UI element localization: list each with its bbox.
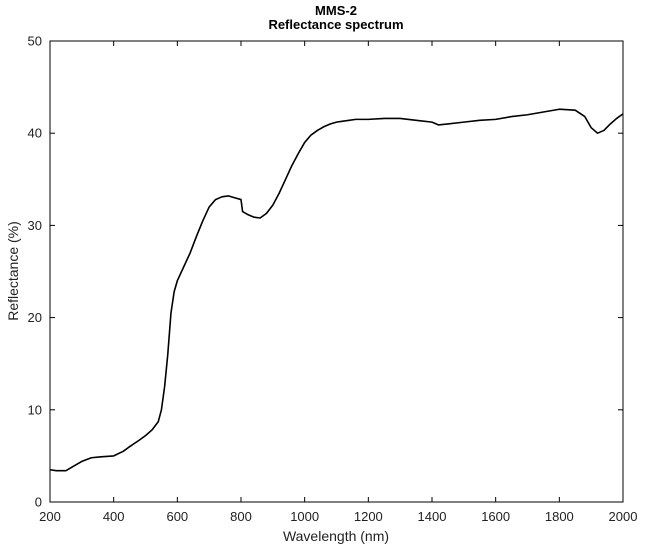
- y-tick-label: 30: [28, 218, 42, 233]
- spectrum-line: [49, 108, 624, 472]
- y-axis-ticks: 0 10 20 30 40 50: [28, 34, 623, 510]
- x-tick-label: 1000: [290, 509, 319, 524]
- x-axis-label: Wavelength (nm): [283, 528, 389, 544]
- x-tick-label: 1800: [545, 509, 574, 524]
- chart-title: MMS-2: [315, 3, 357, 18]
- series-layer: [49, 108, 624, 472]
- x-tick-label: 2000: [609, 509, 638, 524]
- y-tick-label: 50: [28, 34, 42, 49]
- x-axis-ticks: 200 400 600 800 1000 1200 1400 1600 1800 2000: [39, 41, 637, 524]
- x-tick-label: 1400: [418, 509, 447, 524]
- y-tick-label: 0: [35, 495, 42, 510]
- x-tick-label: 1200: [354, 509, 383, 524]
- x-tick-label: 200: [39, 509, 61, 524]
- x-tick-label: 400: [103, 509, 125, 524]
- x-tick-label: 1600: [481, 509, 510, 524]
- y-tick-label: 40: [28, 126, 42, 141]
- x-tick-label: 800: [230, 509, 252, 524]
- y-tick-label: 10: [28, 402, 42, 417]
- y-axis-label: Reflectance (%): [5, 221, 21, 321]
- x-tick-label: 600: [166, 509, 188, 524]
- chart-subtitle: Reflectance spectrum: [268, 17, 403, 32]
- plot-area-frame: [49, 40, 624, 503]
- y-tick-label: 20: [28, 310, 42, 325]
